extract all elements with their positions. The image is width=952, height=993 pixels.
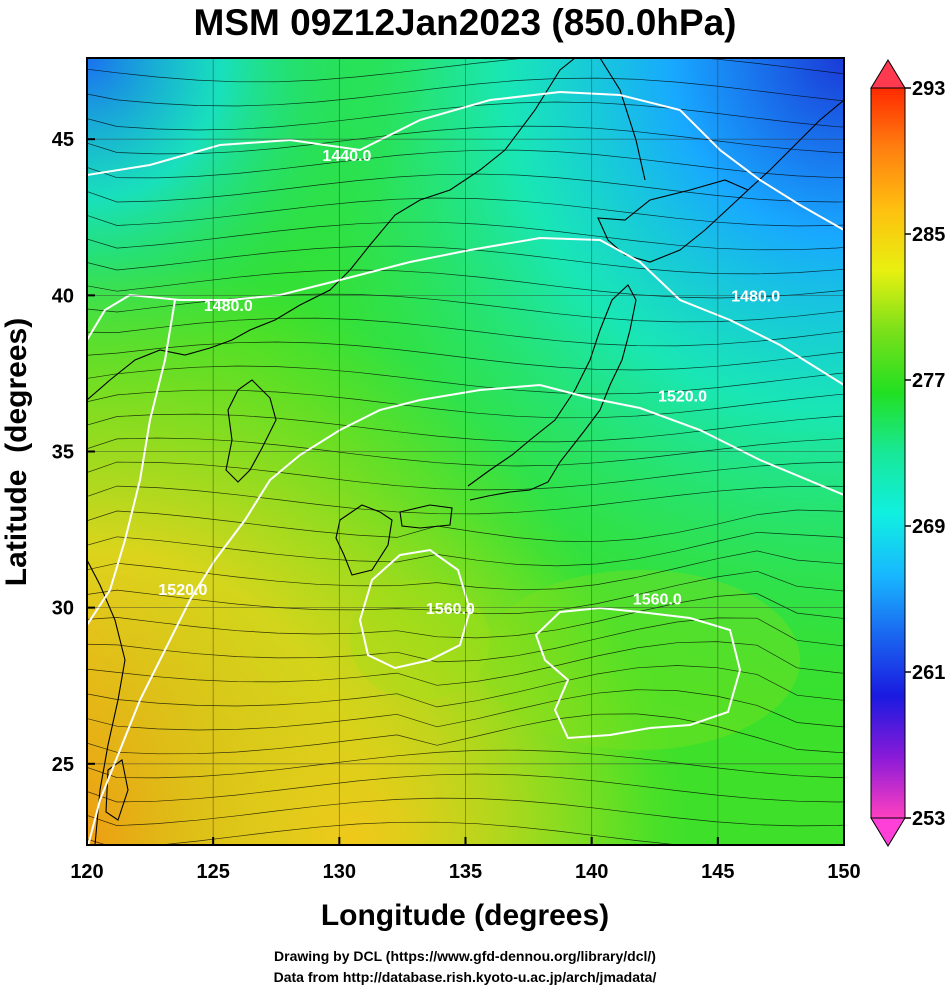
contour-1560-b (534, 606, 742, 740)
coastline-china-south (87, 559, 126, 845)
contour-label: 1480.0 (731, 289, 780, 306)
contour-label: 1480.0 (204, 298, 253, 315)
contour-1440 (87, 90, 844, 231)
contour-1480-south (87, 299, 176, 626)
contour-1560-a (358, 548, 472, 670)
colorbar-ticks: 293 285 277 269 261 253 (905, 78, 945, 830)
contour-label: 1520.0 (158, 582, 207, 599)
coastline-taiwan (105, 759, 129, 821)
contour-label: 1560.0 (633, 592, 682, 609)
colorbar-tick-label: 293 (912, 78, 945, 100)
coastline-china (87, 58, 576, 401)
x-tick-label: 135 (449, 861, 482, 883)
contour-labels: 1440.0 1480.0 1480.0 1520.0 1520.0 1560.0 1560… (158, 148, 780, 618)
x-tick-label: 145 (701, 861, 734, 883)
colorbar-gradient (870, 87, 906, 819)
credit-drawing: Drawing by DCL (https://www.gfd-dennou.o… (274, 948, 656, 964)
coastline-kurils (747, 99, 844, 191)
colorbar-tick-label: 277 (912, 370, 945, 392)
lat-lon-grid (87, 58, 844, 845)
coastlines (87, 58, 844, 845)
contour-1480-west (87, 236, 844, 386)
x-tick-label: 150 (827, 861, 860, 883)
y-axis-label: Latitude (degrees) (0, 318, 33, 586)
y-tick-label: 45 (52, 129, 74, 151)
colorbar-top-arrow (870, 59, 906, 89)
coastline-sakhalin (599, 58, 646, 181)
coastline-japan-hokkaido (597, 179, 749, 263)
x-axis-label: Longitude (degrees) (321, 899, 609, 932)
x-tick-label: 125 (196, 861, 229, 883)
colorbar-tick-label: 253 (912, 808, 945, 830)
contour-label: 1520.0 (658, 389, 707, 406)
coastline-korea (225, 379, 277, 483)
x-tick-label: 140 (575, 861, 608, 883)
streamline-path (87, 58, 844, 845)
y-tick-label: 40 (52, 285, 74, 307)
colorbar-bottom-arrow (870, 817, 906, 847)
coastline-japan-honshu (467, 284, 637, 501)
x-tick-label: 130 (323, 861, 356, 883)
y-tick-label: 35 (52, 442, 74, 464)
x-axis-ticks: 120 125 130 135 140 145 150 (70, 837, 861, 883)
y-tick-label: 30 (52, 598, 74, 620)
colorbar (870, 59, 906, 847)
y-axis-ticks: 25 30 35 40 45 (52, 129, 95, 776)
height-contours (87, 90, 844, 845)
colorbar-tick-label: 261 (912, 662, 945, 684)
coastline-japan-kyushu (335, 504, 393, 576)
x-tick-label: 120 (70, 861, 103, 883)
chart-title: MSM 09Z12Jan2023 (850.0hPa) (193, 2, 737, 43)
colorbar-tick-label: 269 (912, 516, 945, 538)
wind-streamlines (87, 58, 844, 845)
contour-1520-west (87, 383, 844, 845)
contour-label: 1440.0 (322, 148, 371, 165)
credit-data: Data from http://database.rish.kyoto-u.a… (273, 969, 657, 985)
colorbar-tick-label: 285 (912, 224, 945, 246)
coastline-japan-shikoku (399, 504, 453, 529)
y-tick-label: 25 (52, 754, 74, 776)
contour-label: 1560.0 (426, 601, 475, 618)
